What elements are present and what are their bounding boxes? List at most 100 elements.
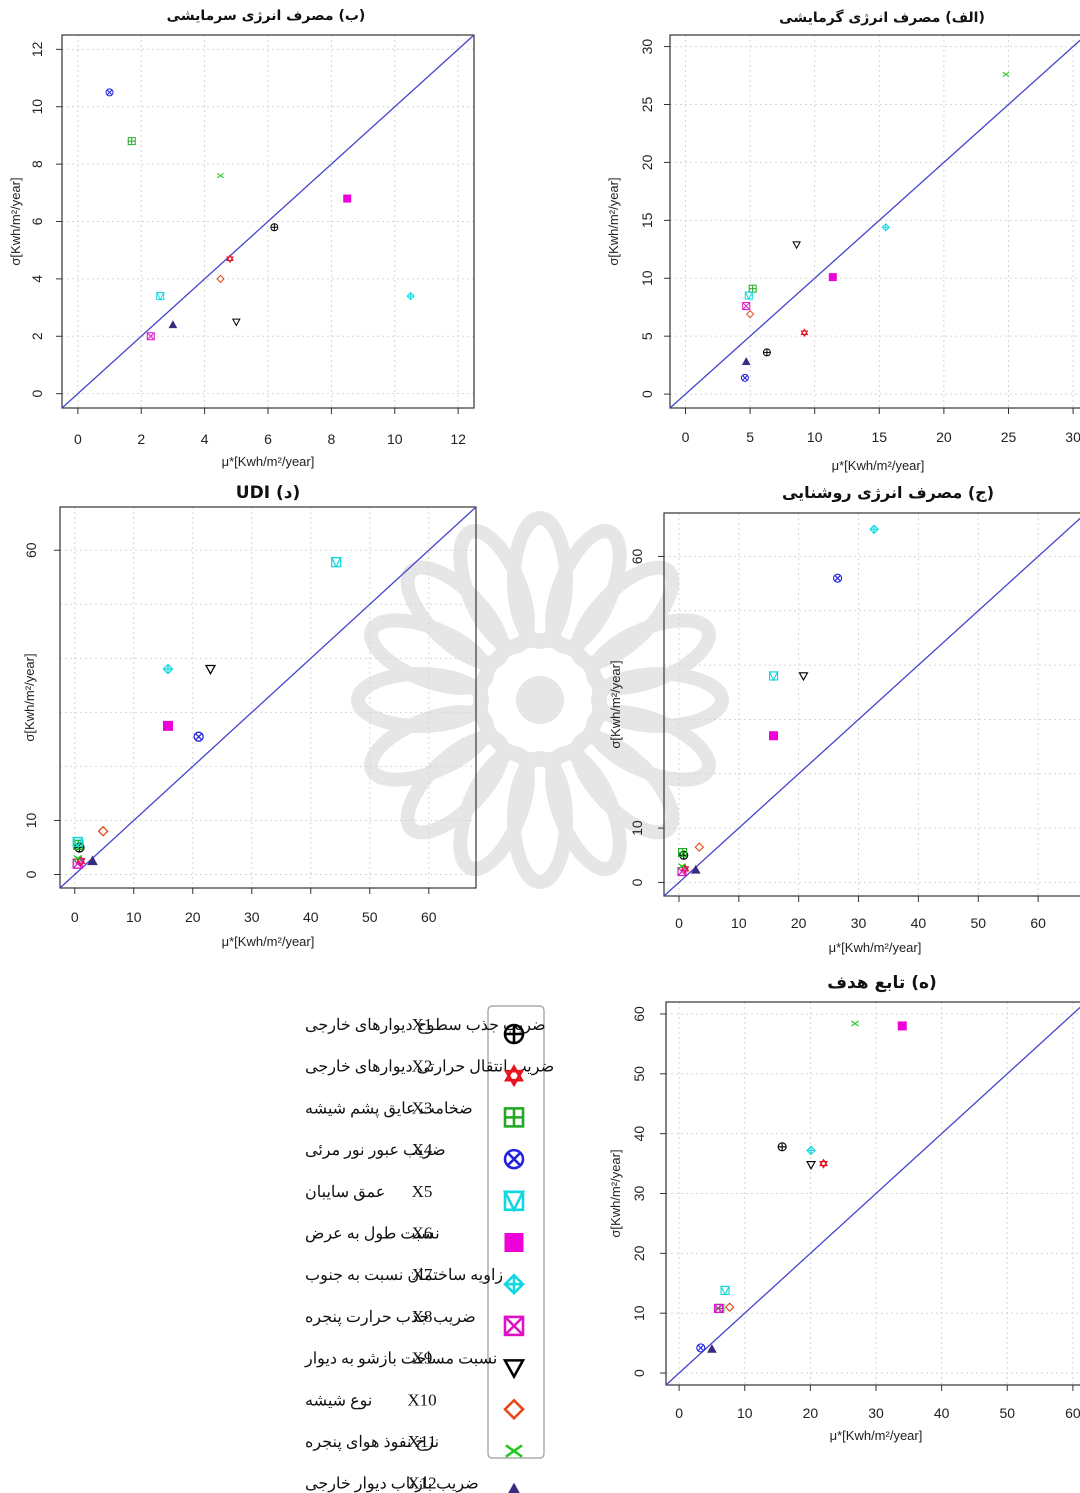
x-tick-label: 12	[450, 431, 466, 447]
data-point-x7	[881, 223, 890, 232]
data-point-x11	[73, 854, 83, 862]
data-point-x7	[406, 291, 415, 301]
chart-title-heating: (الف) مصرف انرژی گرمایشی	[779, 9, 985, 26]
x-tick-label: 10	[737, 1405, 753, 1421]
y-axis-label: σ[Kwh/m²/year]	[608, 1149, 623, 1237]
y-tick-label: 10	[639, 270, 655, 286]
y-tick-label: 60	[629, 548, 645, 564]
x-tick-label: 40	[911, 915, 927, 931]
legend-symbol-star-of-david-icon	[503, 1064, 525, 1088]
x-tick-label: 2	[137, 431, 145, 447]
reference-line	[61, 34, 475, 409]
x-tick-label: 60	[1065, 1405, 1080, 1421]
legend-label: نوع شیشه	[305, 1392, 372, 1409]
x-tick-label: 50	[999, 1405, 1015, 1421]
y-tick-label: 10	[629, 820, 645, 836]
chart-title-lighting: (ج) مصرف انرژی روشنایی	[782, 483, 994, 502]
data-point-x3	[677, 847, 688, 858]
x-axis-label: μ*[Kwh/m²/year]	[222, 934, 315, 949]
legend-label: ضریب جذب حرارت پنجره	[305, 1309, 476, 1326]
legend-code: X5	[412, 1182, 433, 1201]
x-tick-label: 10	[807, 429, 823, 445]
data-point-x9	[231, 318, 241, 327]
data-point-x5	[768, 671, 779, 682]
legend-label: ضخامت عایق پشم شیشه	[305, 1100, 473, 1117]
data-point-x12	[690, 864, 701, 874]
x-tick-label: 6	[264, 431, 272, 447]
legend-item-x5: عمق سایبان X5	[305, 1182, 526, 1213]
legend-code: X12	[407, 1474, 436, 1493]
y-tick-label: 30	[639, 39, 655, 55]
legend-symbol-filled-triangle-icon	[508, 1482, 520, 1493]
data-point-x11	[1002, 71, 1010, 77]
legend-code: X3	[412, 1098, 433, 1117]
x-tick-label: 25	[1001, 429, 1017, 445]
data-point-x8	[742, 302, 751, 311]
y-tick-label: 6	[29, 217, 45, 225]
x-tick-label: 50	[362, 909, 378, 925]
y-tick-label: 4	[29, 275, 45, 283]
legend-symbol-filled-square-icon	[504, 1233, 524, 1252]
chart-panel-heating: (الف) مصرف انرژی گرمایشی 0 5 10 15 20 25 30 0 5 1…	[606, 9, 1080, 473]
chart-panel-lighting: (ج) مصرف انرژی روشنایی 0 10 20 30 40 50 60 0 10 6…	[608, 483, 1080, 955]
legend-code: X7	[412, 1265, 433, 1284]
legend-code: X11	[408, 1432, 437, 1451]
data-point-x10	[724, 1302, 735, 1313]
y-tick-label: 8	[29, 160, 45, 168]
y-tick-label: 0	[631, 1369, 647, 1377]
data-point-x6	[897, 1021, 907, 1031]
legend-item-x10: نوع شیشه X10	[305, 1390, 525, 1421]
data-point-x11	[678, 863, 686, 870]
legend-code: X1	[412, 1015, 433, 1034]
grid-lines	[60, 507, 476, 888]
chart-title-udi: (د) UDI	[236, 483, 300, 503]
plot-frame	[663, 512, 1080, 897]
y-axis-label: σ[Kwh/m²/year]	[8, 177, 23, 265]
x-tick-label: 0	[682, 429, 690, 445]
data-point-x6	[343, 194, 352, 203]
legend-symbol-circle-x-icon	[503, 1148, 525, 1170]
x-tick-label: 50	[970, 915, 986, 931]
data-point-x4	[105, 88, 114, 97]
legend-label: نرخ نفوذ هوای پنجره	[305, 1434, 439, 1451]
x-tick-label: 30	[868, 1405, 884, 1421]
y-tick-label: 60	[631, 1006, 647, 1022]
data-point-x2	[800, 328, 809, 338]
x-tick-label: 8	[327, 431, 335, 447]
y-tick-label: 0	[629, 878, 645, 886]
data-point-x8	[713, 1303, 724, 1313]
data-point-x6	[769, 731, 779, 741]
legend-symbol-diamond-icon	[503, 1398, 525, 1421]
data-point-x9	[806, 1161, 817, 1170]
x-tick-label: 30	[851, 915, 867, 931]
data-point-x9	[798, 672, 809, 682]
chart-panel-cooling: (ب) مصرف انرژی سرمایشی 0 2 4 6 8 10 12 0 2 4 6 8 10 1…	[8, 8, 475, 469]
data-point-x6	[162, 720, 173, 731]
data-point-x5	[720, 1285, 730, 1296]
data-point-x5	[744, 291, 754, 301]
data-point-x4	[740, 373, 749, 382]
x-tick-label: 0	[675, 1405, 683, 1421]
data-point-x4	[193, 731, 204, 742]
x-tick-label: 10	[126, 909, 142, 925]
legend-code: X2	[412, 1057, 433, 1076]
data-point-x12	[168, 320, 178, 329]
data-point-x12	[741, 357, 751, 365]
reference-line	[663, 517, 1080, 897]
legend-label: ضریب انتقال حرارتی دیوارهای خارجی	[305, 1059, 554, 1076]
data-point-x5	[155, 292, 165, 301]
y-tick-label: 10	[23, 812, 39, 828]
data-point-x10	[694, 842, 705, 852]
y-tick-label: 25	[639, 97, 655, 113]
data-point-x1	[777, 1142, 787, 1152]
plot-frame	[669, 34, 1080, 409]
plot-frame	[59, 506, 477, 889]
legend-code: X9	[412, 1349, 433, 1368]
y-axis-label: σ[Kwh/m²/year]	[22, 653, 37, 741]
